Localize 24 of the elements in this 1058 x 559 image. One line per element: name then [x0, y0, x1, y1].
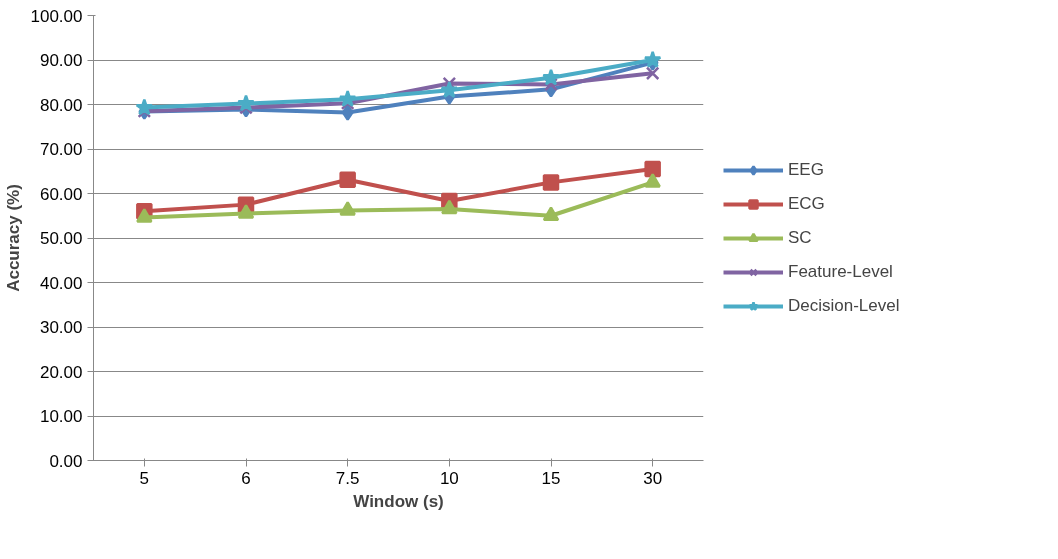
y-tick-label: 60.00 — [39, 184, 83, 204]
y-tick-label: 40.00 — [39, 273, 83, 293]
x-tick-label: 10 — [439, 468, 459, 488]
legend-label: ECG — [788, 193, 825, 214]
y-tick-label: 100.00 — [30, 6, 83, 26]
y-tick-label: 10.00 — [39, 407, 83, 426]
y-tick-label: 70.00 — [39, 140, 83, 159]
y-tick-label: 30.00 — [39, 318, 83, 337]
y-tick-label: 50.00 — [39, 229, 83, 248]
y-tick-label: 20.00 — [39, 362, 83, 382]
y-axis-title: Accuracy (%) — [3, 184, 23, 292]
x-tick-label: 30 — [643, 468, 663, 488]
legend-label: Decision-Level — [788, 295, 900, 316]
x-tick-label: 15 — [541, 468, 561, 488]
x-tick-label: 5 — [139, 468, 150, 488]
x-tick-label: 7.5 — [335, 468, 360, 488]
legend-label: SC — [788, 227, 812, 248]
y-tick-label: 80.00 — [39, 95, 83, 115]
x-axis-title: Window (s) — [353, 491, 444, 511]
x-tick-label: 6 — [241, 468, 251, 488]
legend-label: Feature-Level — [788, 261, 893, 282]
y-tick-label: 90.00 — [39, 51, 83, 70]
y-tick-label: 0.00 — [49, 451, 83, 471]
legend-label: EEG — [788, 159, 824, 180]
